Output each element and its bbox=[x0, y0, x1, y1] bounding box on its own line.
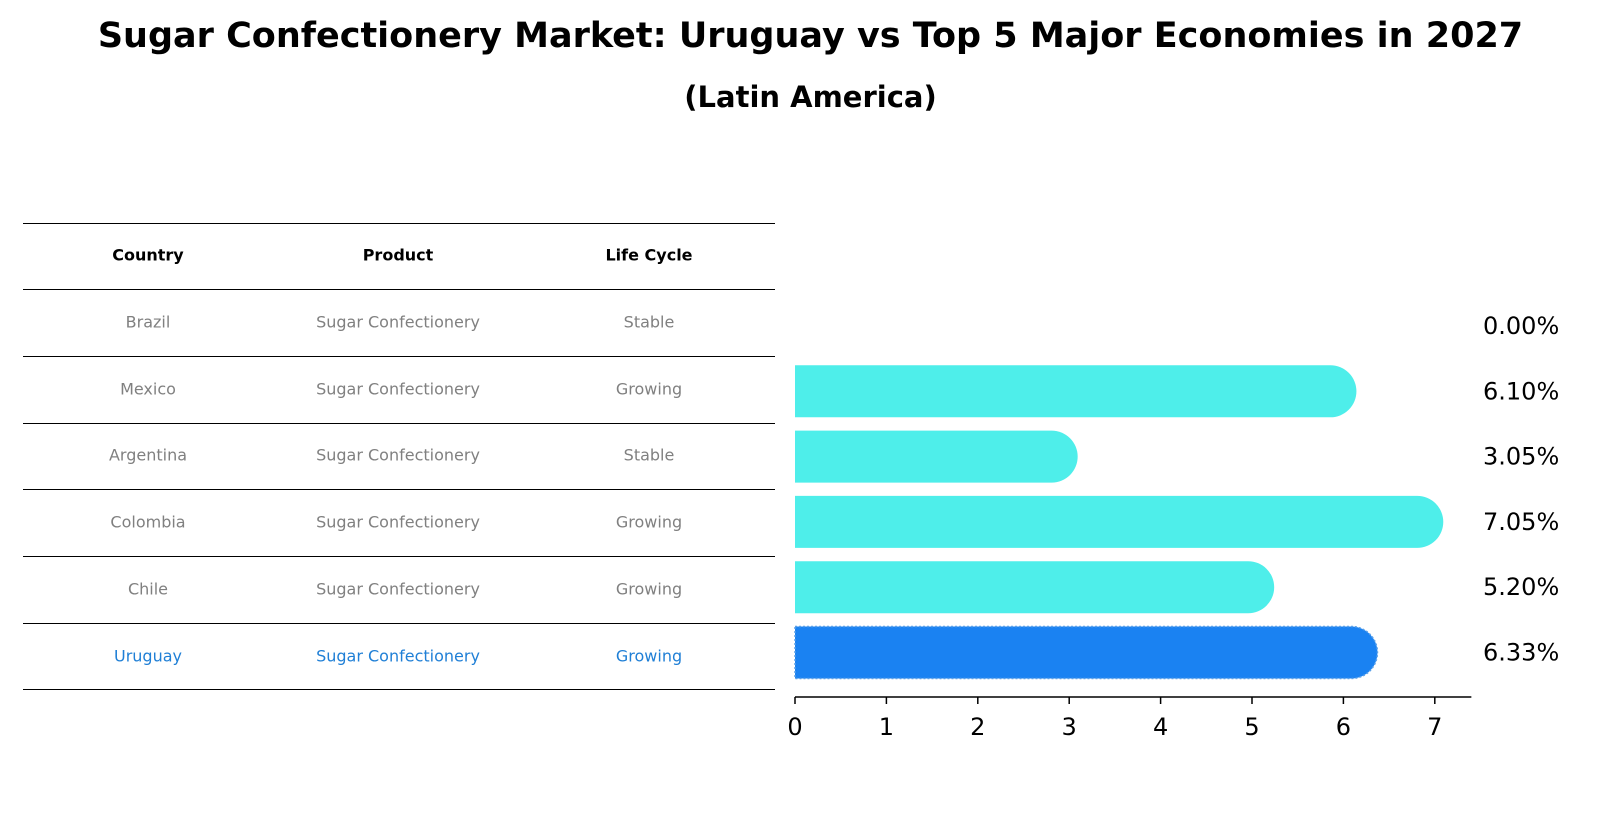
table-cell: Growing bbox=[615, 379, 683, 399]
x-tick-label: 6 bbox=[1336, 713, 1351, 741]
data-label: 0.00% bbox=[1483, 312, 1559, 340]
bar bbox=[795, 430, 1078, 483]
table-cell: Sugar Confectionery bbox=[316, 579, 480, 599]
chart-title: Sugar Confectionery Market: Uruguay vs T… bbox=[97, 16, 1524, 56]
x-tick-label: 2 bbox=[970, 713, 985, 741]
x-tick-label: 1 bbox=[879, 713, 894, 741]
table-rule bbox=[23, 356, 775, 357]
bar bbox=[795, 365, 1357, 418]
table-cell: Sugar Confectionery bbox=[316, 512, 480, 532]
table-cell: Uruguay bbox=[114, 646, 182, 665]
table-cell: Chile bbox=[127, 579, 169, 599]
data-label: 6.33% bbox=[1483, 639, 1559, 667]
data-label: 5.20% bbox=[1483, 573, 1559, 601]
data-label: 6.10% bbox=[1483, 377, 1559, 405]
x-tick-label: 5 bbox=[1244, 713, 1259, 741]
table-cell: Colombia bbox=[110, 512, 186, 532]
x-tick-label: 0 bbox=[787, 713, 802, 741]
table-cell: Sugar Confectionery bbox=[316, 445, 480, 465]
table-cell: Argentina bbox=[108, 445, 188, 465]
table-rule bbox=[23, 223, 775, 224]
x-tick-label: 7 bbox=[1427, 713, 1442, 741]
table-rule bbox=[23, 689, 775, 690]
table-cell: Stable bbox=[623, 445, 675, 465]
table-header-cell: Country bbox=[112, 245, 184, 265]
bar bbox=[795, 495, 1444, 548]
bar bbox=[794, 625, 1379, 680]
table-header-cell: Life Cycle bbox=[605, 245, 693, 265]
comparison-table: Country Product Life Cycle Brazil Sugar Conf… bbox=[0, 0, 800, 823]
x-tick-label: 4 bbox=[1153, 713, 1168, 741]
table-cell: Growing bbox=[615, 646, 683, 665]
x-tick-label: 3 bbox=[1062, 713, 1077, 741]
table-rule bbox=[23, 289, 775, 290]
table-cell: Brazil bbox=[125, 312, 171, 332]
table-cell: Stable bbox=[623, 312, 675, 332]
data-label: 7.05% bbox=[1483, 508, 1559, 536]
chart-subtitle: (Latin America) bbox=[684, 80, 937, 114]
table-rule bbox=[23, 489, 775, 490]
bar bbox=[795, 561, 1275, 614]
data-label: 3.05% bbox=[1483, 443, 1559, 471]
table-header-cell: Product bbox=[362, 245, 434, 265]
table-cell: Sugar Confectionery bbox=[316, 379, 480, 399]
table-cell: Growing bbox=[615, 512, 683, 532]
table-rule bbox=[23, 623, 775, 624]
table-cell: Growing bbox=[615, 579, 683, 599]
table-rule bbox=[23, 556, 775, 557]
table-cell: Sugar Confectionery bbox=[316, 646, 480, 665]
table-rule bbox=[23, 423, 775, 424]
table-cell: Mexico bbox=[120, 379, 176, 399]
table-cell: Sugar Confectionery bbox=[316, 312, 480, 332]
